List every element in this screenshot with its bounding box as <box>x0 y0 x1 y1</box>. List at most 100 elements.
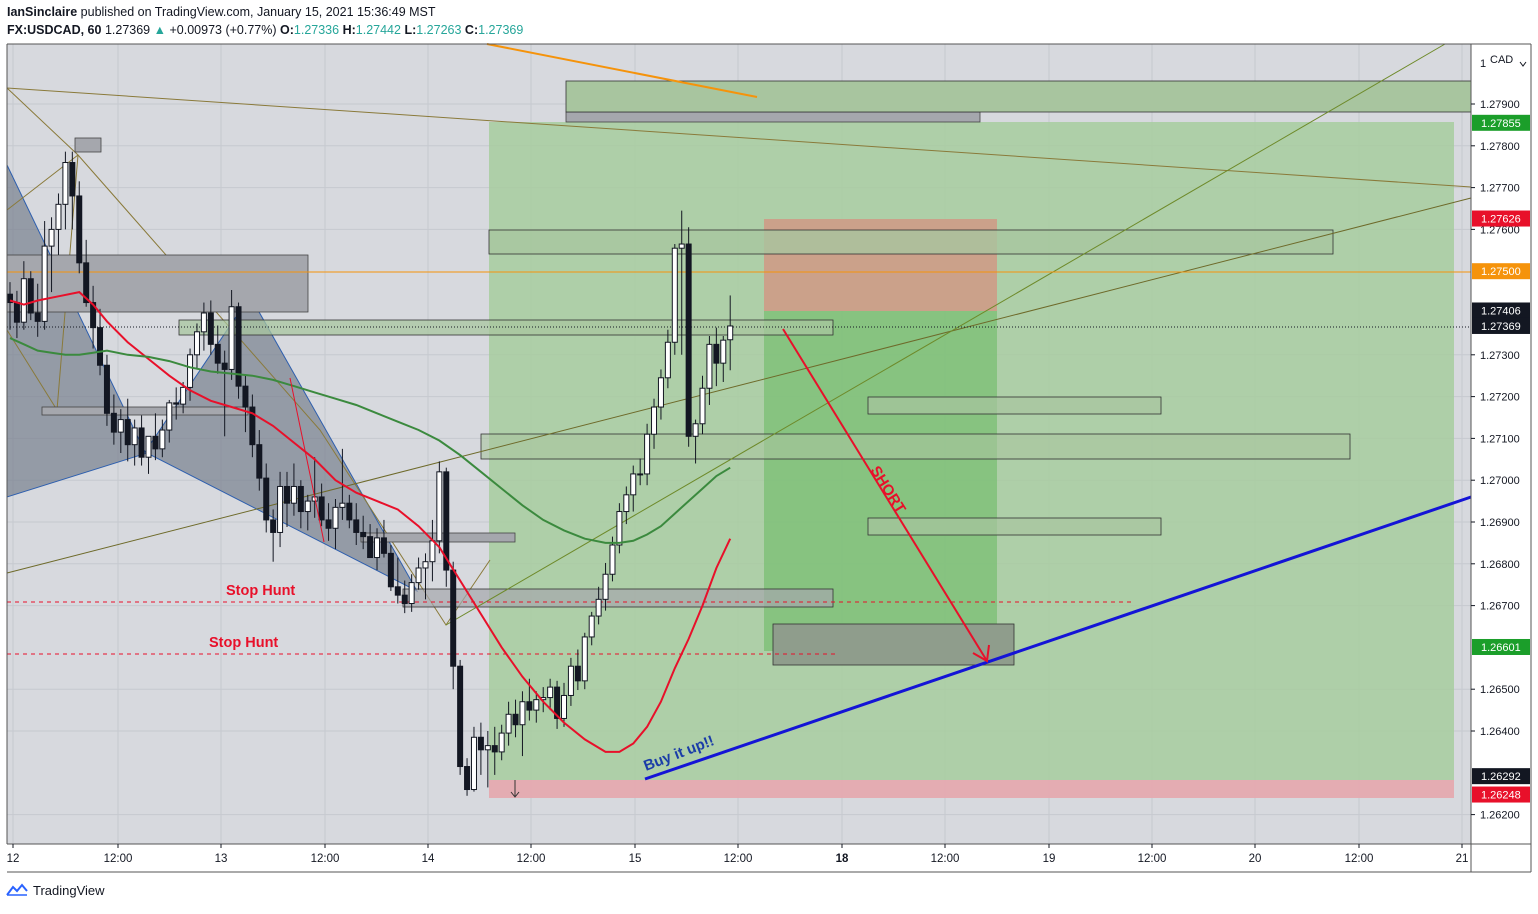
top-gray-box[interactable] <box>565 111 981 123</box>
candle-body-45 <box>318 496 325 521</box>
candle-body-60 <box>422 561 429 569</box>
candle-body-68 <box>477 736 484 751</box>
currency-tick: 1 <box>1480 58 1486 70</box>
candle-body-102 <box>713 343 720 364</box>
time-tick-label-10: 19 <box>1043 853 1056 865</box>
price-axis-background <box>1471 44 1531 844</box>
candle-body-23 <box>166 402 173 431</box>
candle-body-17 <box>124 419 131 446</box>
support-box-left[interactable] <box>41 406 249 416</box>
stop-hunt-label-2: Stop Hunt <box>209 635 278 651</box>
candle-body-5 <box>41 245 48 322</box>
candle-body-69 <box>484 745 491 751</box>
candle-body-75 <box>526 701 533 711</box>
price-axis-ticks: 1.27900 1.27800 1.27700 1.27600 1.27300 1.272… <box>1471 99 1520 822</box>
candle-body-39 <box>277 485 284 533</box>
candle-body-40 <box>284 485 290 504</box>
candle-body-101 <box>706 343 713 389</box>
candle-body-91 <box>637 473 644 476</box>
candle-body-83 <box>581 636 588 682</box>
supply-box-left[interactable] <box>6 254 309 313</box>
candle-body-6 <box>48 228 55 247</box>
close-value: 1.27369 <box>478 23 524 37</box>
price-badge-label-0: 1.27855 <box>1481 118 1521 130</box>
publish-line: IanSinclaire published on TradingView.co… <box>7 5 436 19</box>
ascending-trendline-lower[interactable] <box>6 197 1472 574</box>
candle-body-34 <box>242 385 249 408</box>
price-tick-label-5: 1.27200 <box>1480 392 1520 404</box>
price-badge-label-2: 1.27500 <box>1481 266 1521 278</box>
candle-body-29 <box>207 312 214 345</box>
candle-body-99 <box>692 423 699 437</box>
green-box-2[interactable] <box>480 433 1351 460</box>
currency-menu-chevron-icon[interactable] <box>1519 61 1527 67</box>
time-tick-label-2: 13 <box>215 853 228 865</box>
candle-body-25 <box>180 386 187 405</box>
price-tick-label-9: 1.26800 <box>1480 559 1520 571</box>
candle-body-87 <box>609 544 616 575</box>
price-badge-1 <box>1472 210 1530 227</box>
price-badge-label-7: 1.26248 <box>1481 790 1521 802</box>
chart-header: IanSinclaire published on TradingView.co… <box>7 4 1527 40</box>
ascending-trendline-upper[interactable] <box>445 43 1446 626</box>
candles-group <box>7 151 734 796</box>
green-box-1[interactable] <box>867 396 1162 415</box>
candle-body-22 <box>159 429 166 450</box>
target-box[interactable] <box>772 623 1015 666</box>
price-tick-label-12: 1.26400 <box>1480 726 1520 738</box>
price-badge-label-4: 1.27369 <box>1481 321 1521 333</box>
price-badge-label-5: 1.26601 <box>1481 642 1521 654</box>
time-axis-ticks: 12 12:00 13 12:00 14 12:00 15 12:00 18 12:00 19 12:… <box>7 844 1469 865</box>
price-badge-label-1: 1.27626 <box>1481 214 1521 226</box>
price-badge-6 <box>1472 768 1530 785</box>
candle-body-2 <box>20 278 27 323</box>
candle-body-32 <box>228 306 235 370</box>
candle-body-103 <box>720 339 727 364</box>
short-arrow[interactable] <box>782 328 988 662</box>
candle-body-53 <box>374 537 381 559</box>
candle-body-63 <box>443 471 450 571</box>
candle-body-97 <box>678 243 685 249</box>
price-badge-label-6: 1.26292 <box>1481 771 1521 783</box>
candle-body-71 <box>498 732 505 753</box>
author-name[interactable]: IanSinclaire <box>7 5 78 19</box>
candle-body-33 <box>235 306 242 387</box>
peak-box[interactable] <box>74 137 102 153</box>
open-value: 1.27336 <box>293 23 340 37</box>
currency-label: CAD <box>1490 54 1513 66</box>
candle-body-31 <box>221 362 228 370</box>
time-tick-label-4: 14 <box>422 853 435 865</box>
candle-body-51 <box>360 531 367 538</box>
candle-body-81 <box>567 665 574 696</box>
candle-body-90 <box>630 473 637 496</box>
candle-body-62 <box>436 471 443 542</box>
orange-trendline[interactable] <box>486 43 758 98</box>
symbol-label[interactable]: FX:USDCAD, 60 <box>7 23 102 37</box>
candle-body-56 <box>394 586 401 596</box>
candle-body-61 <box>429 540 436 563</box>
long-position-stop-zone[interactable] <box>489 780 1454 798</box>
candle-body-46 <box>325 519 332 529</box>
candle-body-38 <box>270 519 277 533</box>
price-tick-label-0: 1.27900 <box>1480 99 1520 111</box>
time-tick-label-14: 21 <box>1456 853 1469 865</box>
candle-body-58 <box>408 582 415 605</box>
candle-body-76 <box>533 699 540 711</box>
candle-body-95 <box>664 341 671 379</box>
candle-body-96 <box>671 247 678 343</box>
candle-body-67 <box>470 736 477 791</box>
candle-body-42 <box>297 485 304 513</box>
green-box-3[interactable] <box>867 517 1162 536</box>
top-green-box[interactable] <box>565 80 1472 113</box>
blue-support-trendline[interactable] <box>644 495 1472 781</box>
resistance-box[interactable] <box>488 229 1334 255</box>
red-drop-arrow <box>289 377 325 543</box>
price-tick-label-11: 1.26500 <box>1480 684 1520 696</box>
time-axis-background <box>7 844 1471 872</box>
price-badge-label-3: 1.27406 <box>1481 305 1521 317</box>
candle-body-48 <box>339 502 346 508</box>
candle-body-41 <box>290 485 297 504</box>
ma-green-line <box>9 337 731 544</box>
